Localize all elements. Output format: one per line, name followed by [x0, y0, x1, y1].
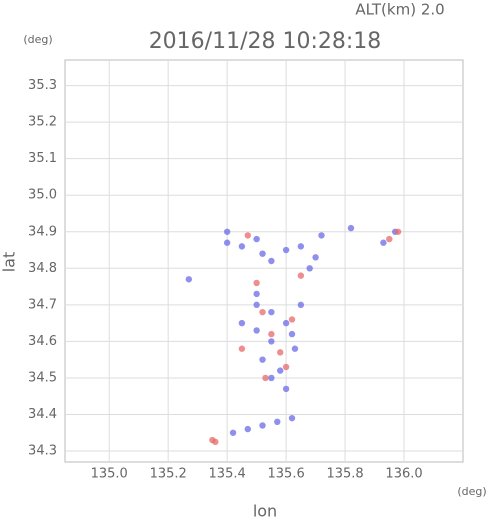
point [274, 418, 281, 425]
point [288, 330, 296, 338]
point [253, 279, 260, 287]
plot-frame [64, 59, 464, 463]
point [229, 429, 237, 436]
point [238, 345, 246, 352]
point [268, 257, 275, 265]
y-tick-label: 34.5 [28, 370, 57, 385]
point [268, 308, 275, 316]
point [380, 239, 387, 246]
y-tick-label: 34.7 [28, 297, 57, 312]
annotation: ALT(km) 2.0 [355, 1, 444, 19]
point [306, 265, 313, 272]
x-tick-label: 135.4 [209, 467, 246, 482]
point [347, 224, 355, 232]
point [185, 276, 193, 283]
point [259, 250, 266, 257]
y-tick-label: 35.1 [28, 151, 57, 166]
point [212, 438, 219, 446]
point [291, 345, 299, 352]
x-axis-label: lon [253, 502, 277, 521]
point [259, 356, 266, 363]
point [268, 330, 275, 338]
point [282, 385, 290, 393]
point [277, 367, 284, 374]
point [238, 243, 246, 250]
point [268, 374, 275, 382]
y-tick-label: 35.3 [28, 78, 57, 93]
y-tick-label: 34.6 [28, 334, 57, 349]
point [259, 422, 266, 429]
point [259, 308, 266, 316]
point [223, 228, 231, 235]
y-tick-label: 35.2 [28, 115, 57, 130]
point [253, 301, 260, 309]
y-tick-label: 34.8 [28, 261, 57, 276]
point [288, 414, 296, 422]
y-tick-label: 34.3 [28, 444, 57, 459]
x-tick-label: 135.2 [150, 467, 187, 482]
point [297, 301, 305, 309]
y-tick-label: 34.4 [28, 407, 57, 422]
point [277, 349, 284, 356]
point [394, 228, 402, 235]
y-tick-label: 34.9 [28, 224, 57, 239]
point [268, 338, 275, 345]
x-tick-label: 135.8 [326, 467, 363, 482]
point [297, 272, 305, 279]
point [238, 319, 246, 327]
point [244, 425, 251, 433]
point [253, 290, 260, 298]
x-tick-label: 135.6 [268, 467, 305, 482]
point [244, 232, 251, 239]
x-unit: (deg) [457, 485, 486, 498]
y-axis-label: lat [0, 252, 19, 273]
point [318, 232, 325, 239]
y-unit: (deg) [23, 33, 52, 46]
point [282, 246, 290, 254]
point [312, 254, 319, 261]
point [282, 319, 290, 327]
point [297, 243, 305, 250]
point [288, 316, 296, 323]
point [262, 374, 269, 382]
chart-title: 2016/11/28 10:28:18 [149, 29, 382, 54]
point [253, 235, 260, 243]
point [223, 239, 231, 246]
x-tick-label: 136.0 [385, 467, 422, 482]
point [282, 363, 290, 371]
x-tick-label: 135.0 [91, 467, 128, 482]
y-tick-label: 35.0 [28, 188, 57, 203]
point [386, 235, 393, 243]
point [253, 327, 260, 334]
